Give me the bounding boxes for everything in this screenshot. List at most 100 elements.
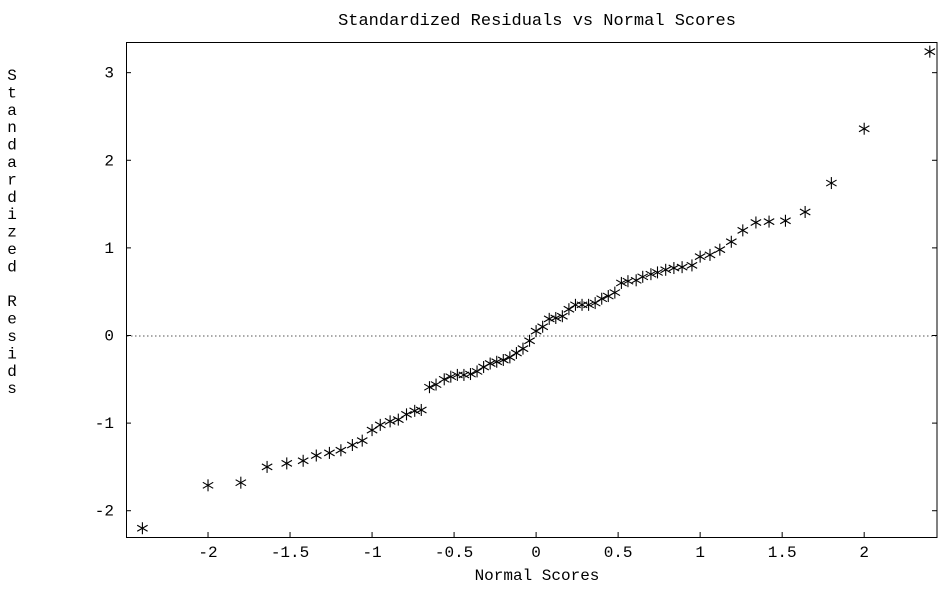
data-point — [524, 334, 536, 347]
data-point — [763, 215, 775, 228]
data-point — [543, 312, 555, 325]
x-tick-label: -1 — [362, 544, 381, 562]
plot-frame — [126, 42, 938, 538]
data-point — [297, 454, 309, 467]
data-point — [576, 298, 588, 311]
data-point — [652, 266, 663, 279]
x-axis: -2 -1.5 -1 -0.5 0 0.5 1 1.5 2 — [198, 532, 869, 562]
y-axis: -2 -1 0 1 2 3 — [95, 65, 937, 521]
data-point — [310, 449, 322, 462]
y-axis-label-letter: d — [7, 258, 17, 276]
data-point — [374, 418, 386, 431]
data-point — [465, 368, 476, 381]
y-axis-label-letter: i — [7, 206, 17, 224]
data-point — [550, 311, 562, 324]
data-point — [725, 235, 737, 248]
x-tick-label: 0.5 — [604, 544, 633, 562]
y-tick-label: -2 — [95, 503, 114, 521]
data-point — [415, 403, 427, 416]
data-point — [510, 347, 522, 360]
y-tick-label: 0 — [104, 327, 114, 345]
data-point — [384, 415, 396, 428]
data-point — [530, 325, 542, 338]
data-point — [261, 460, 273, 473]
y-tick-label: 3 — [104, 65, 114, 83]
data-point — [676, 261, 688, 274]
x-tick-label: -1.5 — [271, 544, 309, 562]
y-axis-label-letter: s — [7, 380, 17, 398]
data-point — [136, 522, 148, 535]
data-point — [569, 298, 581, 311]
y-axis-label-letter: d — [7, 137, 17, 155]
data-point — [478, 361, 490, 374]
y-axis-label-letter: e — [7, 241, 17, 259]
data-point — [660, 263, 672, 276]
y-axis-label-letter: i — [7, 345, 17, 363]
data-point — [563, 303, 575, 316]
x-tick-label: 1 — [695, 544, 705, 562]
y-tick-label: 2 — [104, 152, 114, 170]
y-axis-label-letter: s — [7, 328, 17, 346]
y-axis-label-letter: a — [7, 154, 17, 172]
y-axis-label-letter: n — [7, 119, 17, 137]
data-point — [323, 446, 335, 459]
data-point — [484, 357, 496, 370]
data-point — [517, 342, 529, 355]
y-axis-label-letter: z — [7, 224, 17, 242]
data-point — [714, 243, 726, 256]
data-point — [438, 373, 450, 386]
data-point — [401, 408, 412, 421]
data-point — [281, 457, 293, 470]
data-point — [424, 381, 435, 394]
data-point — [235, 476, 247, 489]
data-point — [704, 248, 716, 261]
data-point — [596, 292, 608, 305]
y-tick-label: 1 — [104, 240, 114, 258]
data-point — [637, 270, 649, 283]
data-point — [686, 259, 698, 272]
y-axis-label-letter: d — [7, 363, 17, 381]
data-point — [630, 274, 642, 287]
y-tick-label: -1 — [95, 415, 114, 433]
data-point — [346, 439, 358, 452]
x-axis-label: Normal Scores — [475, 567, 600, 585]
data-point — [458, 368, 470, 381]
data-point — [615, 276, 627, 289]
y-axis-label-letter: r — [7, 171, 17, 189]
x-tick-label: 1.5 — [768, 544, 797, 562]
x-tick-label: 0 — [531, 544, 541, 562]
y-axis-label-letter: S — [7, 67, 17, 85]
data-point — [779, 214, 791, 227]
data-point — [497, 354, 509, 367]
y-axis-label-letter: d — [7, 189, 17, 207]
data-point — [609, 286, 621, 299]
data-point — [924, 45, 936, 58]
data-point — [858, 122, 870, 135]
data-point — [537, 320, 549, 333]
data-point — [750, 216, 762, 229]
x-tick-label: 2 — [859, 544, 869, 562]
data-point — [556, 310, 568, 323]
data-point — [694, 250, 706, 263]
y-axis-label-letter: a — [7, 102, 17, 120]
data-point — [491, 355, 503, 368]
x-tick-label: -0.5 — [435, 544, 473, 562]
y-axis-label-letter: e — [7, 311, 17, 329]
data-point — [445, 370, 457, 383]
data-point — [202, 479, 214, 492]
y-axis-label-letter: t — [7, 84, 17, 102]
data-point — [645, 268, 657, 281]
data-point — [737, 224, 749, 237]
data-point — [825, 177, 837, 190]
data-point — [799, 205, 811, 218]
data-point — [409, 404, 421, 417]
data-point — [356, 434, 368, 447]
data-point — [366, 424, 378, 437]
data-points — [136, 45, 936, 535]
y-axis-label-letter: R — [7, 293, 17, 311]
x-tick-label: -2 — [198, 544, 217, 562]
data-point — [583, 298, 595, 311]
